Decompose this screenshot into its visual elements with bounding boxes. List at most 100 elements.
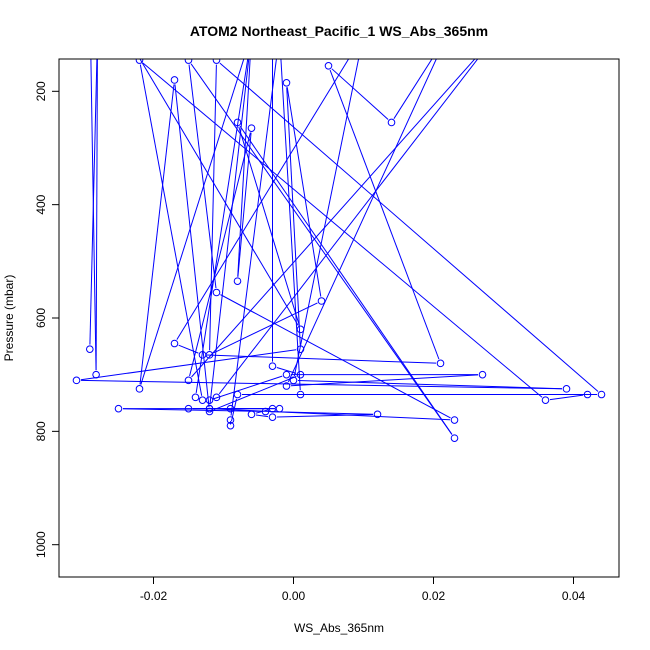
data-point: [541, 396, 550, 404]
series-segment: [276, 413, 374, 418]
x-tick-label: 0.02: [422, 589, 446, 603]
data-point: [212, 393, 221, 402]
series-segment: [90, 59, 97, 371]
y-axis: 200 400 600 800 1000: [34, 81, 60, 558]
data-point: [289, 376, 298, 385]
series-layer: [72, 59, 606, 442]
y-tick-label: 800: [34, 421, 48, 441]
series-segment: [139, 84, 175, 385]
series-segment: [89, 59, 98, 345]
series-segment: [80, 379, 563, 390]
data-point: [114, 404, 123, 413]
data-point: [296, 345, 305, 353]
series-segment: [237, 59, 251, 277]
series-segment: [276, 367, 297, 374]
data-point: [261, 407, 270, 416]
data-point: [275, 404, 284, 413]
y-tick-label: 200: [34, 81, 48, 101]
data-point: [226, 404, 235, 413]
data-point: [198, 396, 207, 404]
y-tick-label: 1000: [34, 531, 48, 558]
data-point: [205, 404, 214, 413]
series-segment: [95, 59, 98, 371]
x-tick-label: 0.00: [282, 589, 306, 603]
data-point: [205, 407, 214, 416]
data-point: [170, 76, 179, 84]
series-segment: [191, 59, 476, 378]
chart-title: ATOM2 Northeast_Pacific_1 WS_Abs_365nm: [190, 23, 488, 39]
series-segment: [239, 125, 453, 435]
data-point: [317, 297, 326, 305]
data-point: [184, 376, 193, 385]
data-point: [373, 410, 382, 419]
series-segment: [293, 59, 360, 377]
data-point: [72, 376, 81, 385]
data-point: [562, 385, 571, 393]
data-point: [184, 59, 193, 64]
series-segment: [190, 63, 453, 435]
data-point: [135, 385, 144, 393]
series-segment: [176, 59, 350, 340]
data-point: [268, 362, 277, 370]
series-segment: [209, 64, 217, 351]
data-point: [226, 416, 235, 424]
data-point: [268, 413, 277, 421]
series-segment: [280, 59, 301, 391]
series-segment: [139, 64, 203, 396]
series-segment: [549, 394, 584, 401]
data-point: [282, 382, 291, 390]
series-segment: [331, 68, 389, 120]
series-segment: [290, 374, 479, 387]
series-segment: [297, 379, 563, 390]
data-point: [86, 345, 94, 353]
y-tick-label: 600: [34, 308, 48, 328]
data-point: [387, 118, 396, 127]
series-segment: [220, 294, 451, 419]
series-segment: [237, 132, 252, 277]
data-point: [247, 124, 256, 132]
series-segment: [178, 344, 199, 354]
series-segment: [393, 59, 433, 119]
series-segment: [195, 59, 249, 393]
series-segment: [213, 375, 297, 411]
x-axis-label: WS_Abs_365nm: [294, 621, 384, 635]
series-segment: [269, 411, 374, 415]
data-point: [583, 390, 592, 399]
data-point: [233, 390, 242, 399]
data-point: [92, 370, 100, 379]
data-point: [296, 370, 305, 379]
x-axis: -0.02 0.00 0.02 0.04: [140, 576, 586, 603]
series-segment: [255, 414, 269, 418]
series-segment: [213, 408, 451, 421]
data-point: [450, 434, 459, 442]
series-segment: [140, 59, 245, 385]
y-axis-label: Pressure (mbar): [2, 275, 16, 362]
y-tick-label: 400: [34, 194, 48, 214]
data-point: [324, 62, 333, 70]
data-point: [296, 390, 305, 399]
series-segment: [80, 349, 297, 381]
data-point: [436, 359, 445, 368]
data-point: [282, 79, 291, 87]
series-segment: [286, 87, 301, 345]
data-point: [226, 421, 235, 430]
series-segment: [206, 354, 437, 364]
data-point: [191, 393, 200, 402]
series-segment: [174, 84, 210, 408]
series-segment: [139, 59, 299, 326]
data-point: [205, 396, 214, 404]
series-segment: [329, 69, 440, 360]
series-segment: [213, 302, 318, 354]
data-point: [282, 370, 291, 379]
series-segment: [286, 87, 322, 297]
data-point: [212, 59, 221, 64]
series-segment: [287, 59, 437, 383]
data-point: [233, 118, 242, 127]
plot-frame: [58, 58, 620, 578]
data-point: [597, 390, 606, 399]
series-segment: [230, 59, 277, 416]
data-point: [212, 288, 221, 297]
data-point: [247, 410, 256, 419]
data-point: [170, 339, 179, 348]
series-segment: [213, 375, 283, 400]
